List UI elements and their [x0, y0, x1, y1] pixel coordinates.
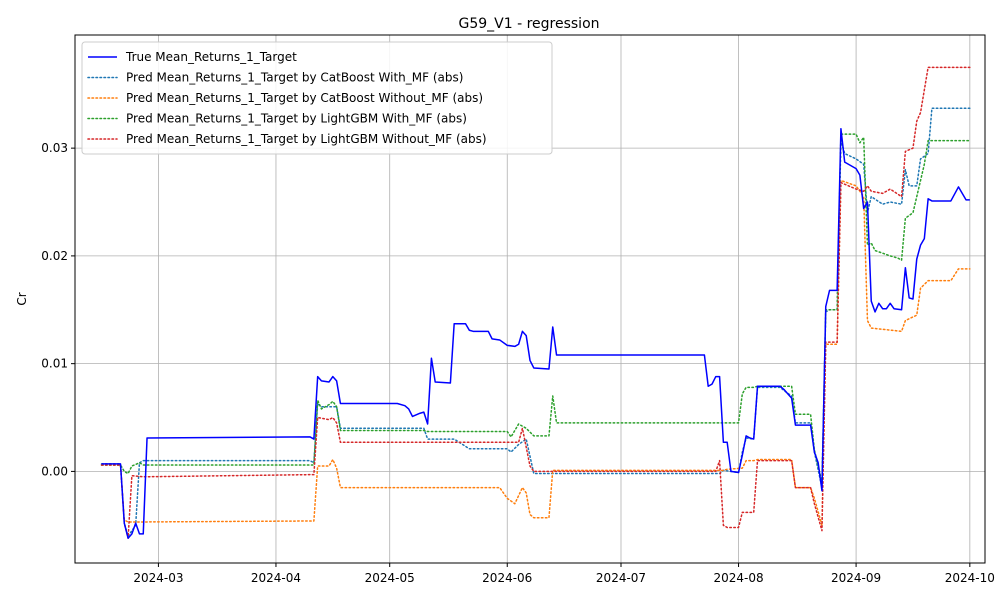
x-tick-label: 2024-07 [596, 571, 646, 585]
x-tick-label: 2024-09 [831, 571, 881, 585]
lightgbm-with-mf-line [100, 133, 971, 483]
ticks: 2024-03 2024-04 2024-05 2024-06 2024-07 2024-… [41, 141, 995, 585]
y-tick-label: 0.02 [41, 249, 68, 263]
legend-label: Pred Mean_Returns_1_Target by CatBoost W… [126, 71, 463, 85]
chart-title: G59_V1 - regression [458, 16, 599, 32]
legend: True Mean_Returns_1_Target Pred Mean_Retu… [81, 41, 553, 155]
catboost-without-mf-line [100, 179, 971, 527]
legend-label: True Mean_Returns_1_Target [125, 50, 297, 64]
lightgbm-without-mf-line [100, 66, 971, 539]
x-tick-label: 2024-05 [365, 571, 415, 585]
x-tick-label: 2024-08 [713, 571, 763, 585]
legend-label: Pred Mean_Returns_1_Target by LightGBM W… [126, 112, 467, 126]
x-tick-label: 2024-10 [945, 571, 995, 585]
legend-label: Pred Mean_Returns_1_Target by CatBoost W… [126, 91, 483, 105]
series-layer [100, 66, 971, 539]
x-tick-label: 2024-04 [251, 571, 301, 585]
plot-frame [74, 34, 986, 564]
legend-label: Pred Mean_Returns_1_Target by LightGBM W… [126, 132, 487, 146]
y-axis-label: Cr [15, 292, 29, 305]
x-tick-label: 2024-06 [482, 571, 532, 585]
true-series-line [101, 128, 970, 539]
x-tick-label: 2024-03 [133, 571, 183, 585]
legend-box [81, 41, 553, 155]
y-tick-label: 0.00 [41, 464, 68, 478]
y-tick-label: 0.03 [41, 141, 68, 155]
y-tick-label: 0.01 [41, 357, 68, 371]
